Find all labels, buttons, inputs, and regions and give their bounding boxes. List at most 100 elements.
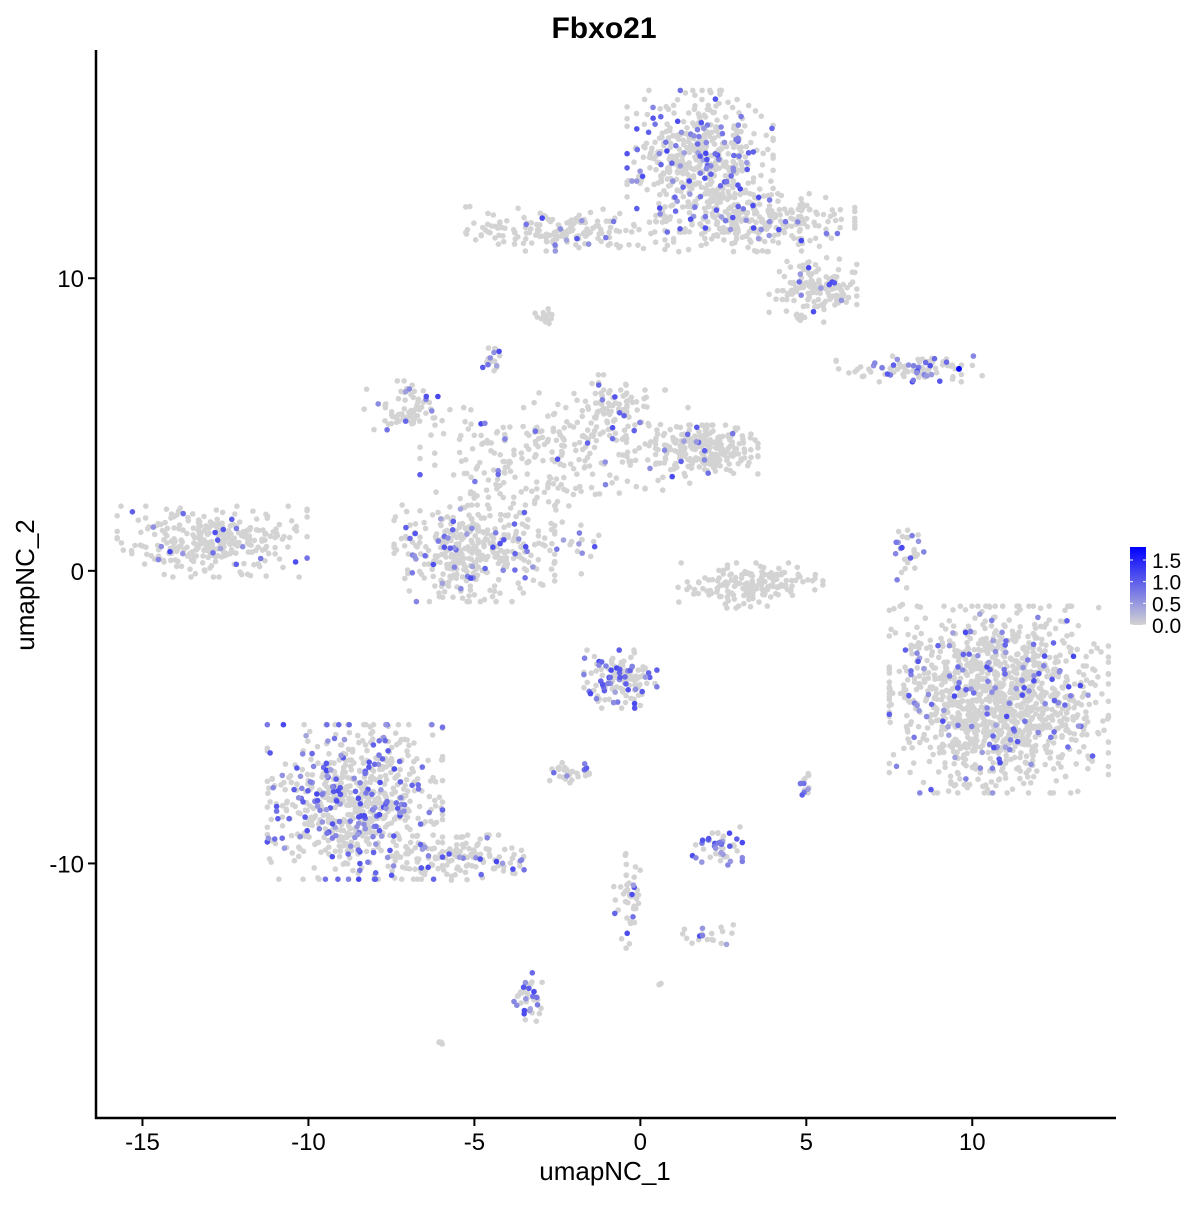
cell-point (534, 486, 540, 492)
cell-point (308, 756, 314, 763)
cell-point (734, 224, 740, 230)
cell-point (553, 229, 559, 235)
cell-point (417, 455, 423, 462)
cell-point (698, 231, 705, 237)
cell-point (456, 524, 463, 531)
cell-point (526, 559, 532, 565)
cell-point (427, 778, 434, 784)
cell-point (1071, 731, 1078, 737)
cell-point (464, 226, 471, 233)
cell-point (1105, 671, 1112, 678)
cell-point (675, 136, 682, 142)
cell-point (403, 843, 409, 850)
cell-point (816, 243, 823, 250)
expressing-cell-point (697, 170, 704, 176)
cell-point (524, 471, 531, 477)
cell-point (997, 691, 1004, 697)
cell-point (1101, 727, 1107, 734)
cell-point (618, 705, 625, 711)
cell-point (712, 439, 719, 445)
cell-point (1092, 699, 1099, 706)
cell-point (440, 867, 447, 873)
expressing-cell-point (677, 226, 683, 232)
cell-point (761, 193, 767, 199)
cell-point (729, 930, 735, 936)
cell-point (653, 212, 659, 219)
cell-point (421, 519, 427, 526)
cell-point (314, 743, 321, 750)
cell-point (1062, 773, 1069, 780)
cell-point (312, 841, 318, 848)
cell-point (196, 519, 203, 525)
cell-point (643, 140, 650, 147)
cell-point (381, 781, 388, 787)
cell-point (900, 682, 907, 688)
expressing-cell-point (417, 471, 423, 478)
cell-point (1048, 715, 1054, 721)
cell-point (898, 569, 905, 576)
expressing-cell-point (810, 308, 817, 315)
cell-point (402, 397, 408, 403)
cell-point (1084, 731, 1090, 738)
cell-point (288, 779, 295, 786)
cell-point (439, 811, 446, 818)
cell-point (1012, 719, 1018, 726)
cell-point (953, 741, 960, 748)
cell-point (453, 559, 459, 565)
cell-point (729, 221, 735, 228)
cell-point (370, 736, 376, 742)
cell-point (184, 530, 190, 537)
cell-point (753, 586, 760, 592)
cell-point (585, 406, 592, 412)
cell-point (759, 573, 765, 579)
cell-point (717, 857, 724, 864)
cell-point (804, 224, 811, 230)
cell-point (325, 837, 332, 844)
cell-point (475, 523, 481, 530)
expressing-cell-point (744, 166, 750, 173)
cell-point (468, 421, 474, 428)
cell-point (756, 201, 763, 208)
cell-point (777, 212, 783, 218)
cell-point (745, 244, 751, 251)
cell-point (622, 699, 629, 706)
cell-point (132, 542, 138, 549)
cell-point (783, 296, 790, 303)
cell-point (775, 231, 782, 237)
cell-point (635, 242, 641, 248)
expressing-cell-point (990, 637, 996, 644)
cell-point (631, 647, 637, 653)
expressing-cell-point (989, 617, 995, 624)
cell-point (337, 742, 344, 748)
cell-point (973, 766, 979, 772)
cell-point (279, 803, 286, 809)
cell-point (545, 413, 551, 419)
cell-point (759, 248, 766, 254)
cell-point (661, 188, 667, 194)
expressing-cell-point (532, 428, 539, 435)
expressing-cell-point (927, 362, 933, 369)
cell-point (471, 432, 478, 439)
expressing-cell-point (798, 237, 805, 244)
cell-point (903, 687, 909, 693)
cell-point (820, 582, 826, 588)
cell-point (526, 432, 532, 439)
cell-point (143, 503, 149, 510)
cell-point (781, 206, 788, 212)
cell-point (755, 445, 761, 451)
cell-point (921, 670, 928, 677)
cell-point (955, 713, 961, 719)
expressing-cell-point (955, 664, 961, 670)
cell-point (981, 683, 987, 689)
expressing-cell-point (233, 525, 240, 532)
cell-point (707, 461, 714, 468)
cell-point (515, 234, 521, 240)
expressing-cell-point (823, 230, 830, 237)
cell-point (741, 189, 748, 195)
expressing-cell-point (656, 205, 663, 211)
expressing-cell-point (893, 539, 899, 546)
cell-point (564, 220, 570, 226)
cell-point (511, 851, 517, 858)
cell-point (652, 239, 659, 245)
cell-point (720, 568, 726, 575)
